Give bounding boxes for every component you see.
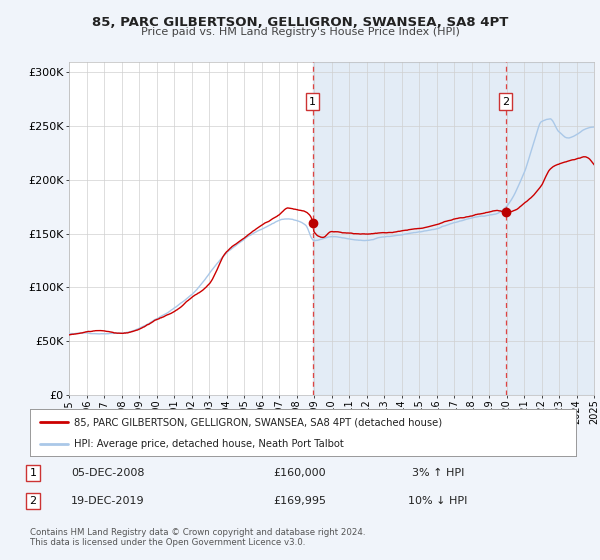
Text: 1: 1 [29,468,37,478]
Text: 19-DEC-2019: 19-DEC-2019 [71,496,145,506]
Text: 05-DEC-2008: 05-DEC-2008 [71,468,145,478]
Text: Contains HM Land Registry data © Crown copyright and database right 2024.
This d: Contains HM Land Registry data © Crown c… [30,528,365,547]
Text: Price paid vs. HM Land Registry's House Price Index (HPI): Price paid vs. HM Land Registry's House … [140,27,460,37]
Text: 1: 1 [309,96,316,106]
Text: £160,000: £160,000 [274,468,326,478]
Text: 10% ↓ HPI: 10% ↓ HPI [409,496,467,506]
Bar [313,62,600,395]
Text: 3% ↑ HPI: 3% ↑ HPI [412,468,464,478]
Text: £169,995: £169,995 [274,496,326,506]
Text: 85, PARC GILBERTSON, GELLIGRON, SWANSEA, SA8 4PT: 85, PARC GILBERTSON, GELLIGRON, SWANSEA,… [92,16,508,29]
Text: 85, PARC GILBERTSON, GELLIGRON, SWANSEA, SA8 4PT (detached house): 85, PARC GILBERTSON, GELLIGRON, SWANSEA,… [74,417,442,427]
Text: 2: 2 [29,496,37,506]
Text: HPI: Average price, detached house, Neath Port Talbot: HPI: Average price, detached house, Neat… [74,439,343,449]
Text: 2: 2 [502,96,509,106]
